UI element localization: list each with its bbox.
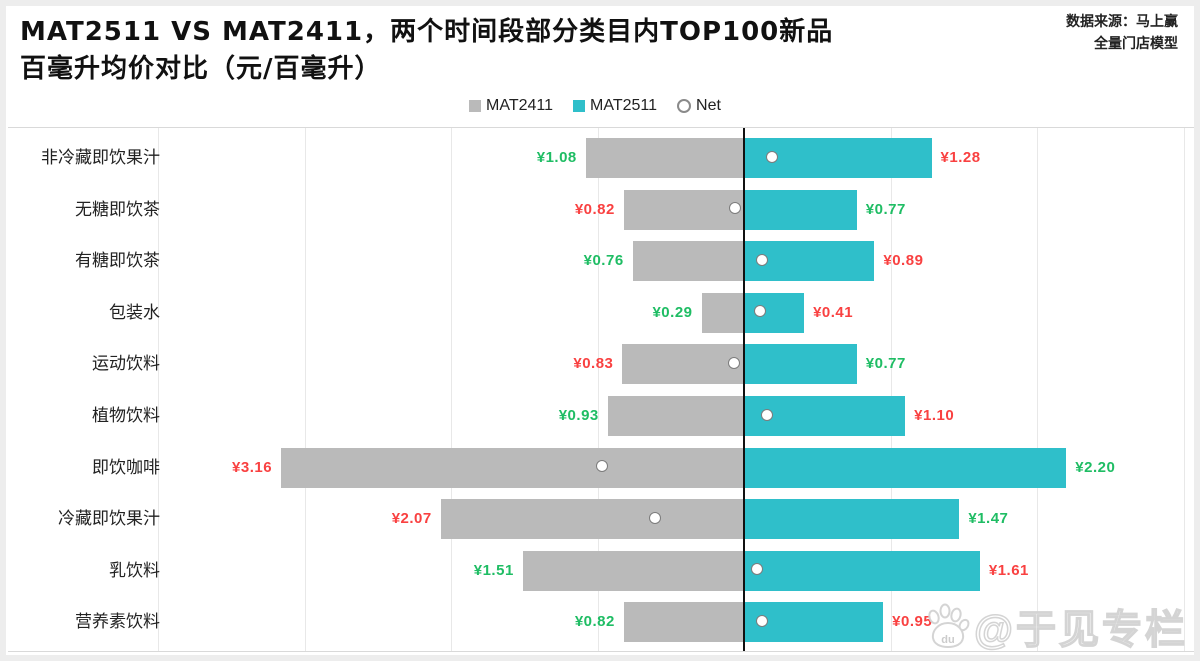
category-label: 植物饮料: [92, 406, 160, 425]
category-label: 有糖即饮茶: [75, 251, 160, 271]
bar-mat2411: [522, 550, 744, 591]
data-source-note: 数据来源：马上赢 全量门店模型: [1066, 10, 1178, 54]
legend-item-mat2411: MAT2411: [469, 97, 553, 115]
category-label: 非冷藏即饮果汁: [41, 148, 160, 167]
category-label: 运动饮料: [92, 354, 160, 374]
bar-mat2511: [744, 189, 857, 230]
legend-label-net: Net: [696, 97, 721, 114]
bar-mat2411: [607, 396, 744, 436]
value-label-mat2411: ¥0.93: [558, 407, 599, 424]
plot-top-border: [8, 127, 1194, 128]
category-label: 即饮咖啡: [92, 457, 160, 477]
baidu-paw-icon: du: [928, 603, 970, 649]
data-source-line1: 数据来源：马上赢: [1066, 13, 1178, 29]
zero-axis-line: [743, 128, 745, 651]
paw-du-text: du: [941, 634, 954, 646]
value-label-mat2511: ¥1.10: [914, 407, 955, 424]
gridline: [451, 128, 452, 651]
bar-mat2411: [622, 344, 744, 385]
value-label-mat2511: ¥1.61: [988, 561, 1029, 579]
bar-mat2411: [440, 499, 744, 540]
value-label-mat2511: ¥0.89: [883, 252, 924, 270]
data-source-line2: 全量门店模型: [1094, 35, 1178, 51]
mat2511-swatch-icon: [573, 100, 586, 112]
gridline: [597, 128, 599, 651]
watermark-text: @于见专栏: [973, 607, 1188, 653]
net-marker: [648, 511, 661, 524]
category-label: 冷藏即饮果汁: [58, 509, 160, 529]
net-marker: [595, 460, 608, 473]
net-marker: [729, 202, 742, 215]
gridline: [1183, 128, 1185, 651]
bar-mat2411: [701, 292, 744, 333]
value-label-mat2411: ¥1.51: [473, 561, 514, 579]
chart-legend: MAT2411 MAT2511 Net: [0, 96, 1195, 116]
value-label-mat2411: ¥0.29: [652, 303, 693, 321]
chart-title-line1: MAT2511 VS MAT2411，两个时间段部分类目内TOP100新品: [20, 17, 834, 47]
net-marker: [751, 563, 764, 576]
net-marker: [765, 150, 778, 163]
bar-mat2411: [623, 602, 744, 643]
value-label-mat2411: ¥3.16: [232, 458, 273, 476]
value-label-mat2511: ¥0.77: [865, 200, 906, 218]
net-marker: [755, 614, 768, 627]
gridline: [304, 128, 306, 651]
bar-mat2411: [585, 138, 744, 178]
value-label-mat2411: ¥0.83: [573, 355, 614, 373]
legend-item-mat2511: MAT2511: [573, 97, 657, 115]
plot-bottom-border: [8, 651, 1194, 652]
category-label: 包装水: [109, 302, 160, 322]
bar-mat2511: [744, 447, 1067, 488]
net-marker: [761, 408, 774, 421]
bar-mat2411: [632, 241, 744, 282]
legend-label-mat2411: MAT2411: [486, 97, 554, 114]
category-label: 营养素饮料: [75, 612, 160, 632]
value-label-mat2411: ¥0.76: [583, 252, 624, 270]
gridline: [1037, 128, 1038, 651]
chart-title: MAT2511 VS MAT2411，两个时间段部分类目内TOP100新品 百毫…: [20, 14, 833, 88]
value-label-mat2511: ¥2.20: [1075, 458, 1116, 476]
net-marker: [755, 253, 768, 266]
bar-mat2511: [744, 550, 980, 591]
value-label-mat2411: ¥0.82: [574, 200, 615, 218]
mat2411-swatch-icon: [469, 100, 482, 112]
value-label-mat2511: ¥0.77: [865, 355, 906, 373]
net-circle-icon: [677, 99, 692, 113]
category-label: 无糖即饮茶: [75, 199, 160, 219]
value-label-mat2511: ¥0.41: [813, 303, 854, 321]
value-label-mat2411: ¥0.82: [574, 613, 615, 631]
value-label-mat2511: ¥1.28: [940, 149, 981, 166]
net-marker: [727, 356, 740, 369]
legend-label-mat2511: MAT2511: [590, 97, 658, 114]
net-marker: [754, 305, 767, 318]
watermark: du @于见专栏: [924, 597, 1188, 655]
bar-mat2511: [744, 344, 857, 385]
category-label: 乳饮料: [109, 560, 160, 580]
legend-item-net: Net: [677, 97, 721, 115]
value-label-mat2411: ¥1.08: [536, 149, 577, 166]
gridline: [158, 128, 159, 651]
bar-mat2511: [744, 499, 960, 540]
value-label-mat2511: ¥1.47: [968, 510, 1009, 528]
value-label-mat2511: ¥0.95: [892, 613, 933, 631]
bar-mat2511: [744, 292, 805, 333]
bar-mat2411: [281, 447, 744, 488]
bar-mat2411: [623, 189, 744, 230]
gridline: [890, 128, 892, 651]
chart-title-line2: 百毫升均价对比（元/百毫升）: [20, 54, 382, 84]
value-label-mat2411: ¥2.07: [391, 510, 432, 528]
